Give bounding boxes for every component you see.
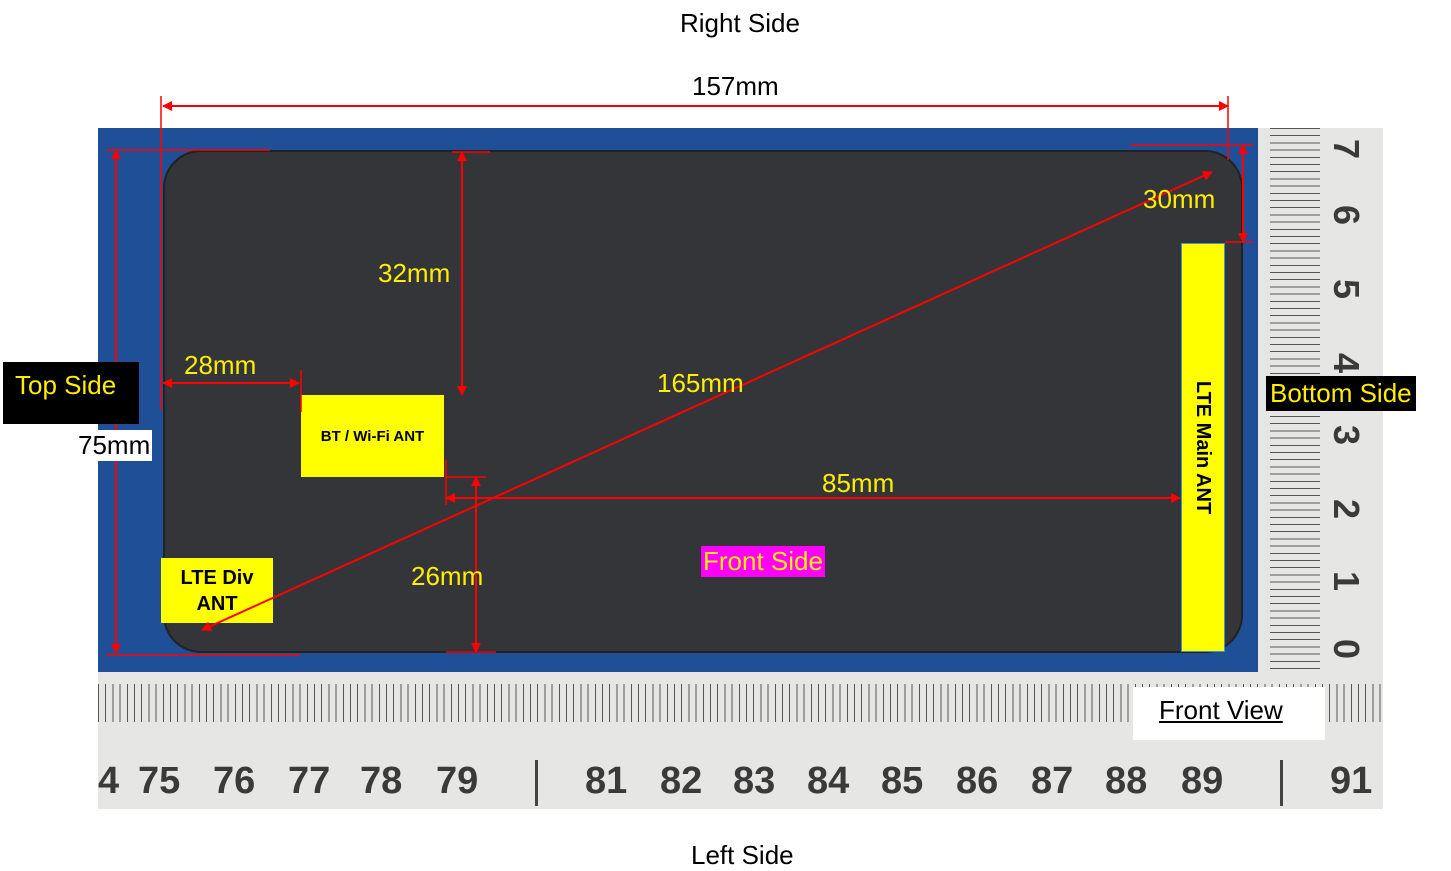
ruler-number: 78 — [360, 760, 403, 802]
ruler-number: 82 — [660, 760, 703, 802]
bt-wifi-left-dimension-label: 26mm — [411, 561, 484, 591]
top-side-label-box: Top Side — [3, 362, 139, 424]
ruler-number: 81 — [585, 760, 628, 802]
bt-wifi-right-dimension-label: 32mm — [378, 258, 451, 288]
ruler-divider — [535, 760, 538, 806]
diagonal-arrow — [201, 171, 1213, 631]
diagonal-dimension-label: 165mm — [657, 368, 744, 398]
ruler-number: 86 — [956, 760, 999, 802]
ruler-number: 76 — [213, 760, 256, 802]
bottom-side-label: Bottom Side — [1266, 376, 1416, 411]
right-side-label: Right Side — [680, 8, 800, 38]
ruler-number: 77 — [288, 760, 331, 802]
lte-main-right-dimension-label: 30mm — [1143, 184, 1216, 214]
ruler-number: 79 — [436, 760, 479, 802]
front-view-box: Front View — [1133, 687, 1325, 740]
width-dimension-label: 75mm — [76, 430, 153, 461]
ruler-divider — [1280, 760, 1283, 806]
bt-wifi-top-dimension-label: 28mm — [184, 350, 257, 380]
ruler-number: 87 — [1031, 760, 1074, 802]
front-view-label: Front View — [1159, 695, 1283, 725]
ruler-number: 85 — [881, 760, 924, 802]
ruler-number: 83 — [733, 760, 776, 802]
lte-main-distance-label: 85mm — [822, 468, 895, 498]
front-side-label: Front Side — [701, 546, 825, 577]
ruler-number: 89 — [1181, 760, 1224, 802]
ruler-number: 91 — [1330, 760, 1373, 802]
top-side-label: Top Side — [15, 370, 117, 400]
bottom-ruler-numbers: 4 75 76 77 78 79 81 82 83 84 85 86 87 88… — [98, 760, 1383, 804]
ruler-number: 84 — [807, 760, 850, 802]
length-dimension-label: 157mm — [692, 71, 779, 101]
left-side-label: Left Side — [691, 840, 794, 870]
ruler-number: 4 — [98, 760, 120, 802]
ruler-number: 88 — [1105, 760, 1148, 802]
ruler-number: 75 — [138, 760, 181, 802]
